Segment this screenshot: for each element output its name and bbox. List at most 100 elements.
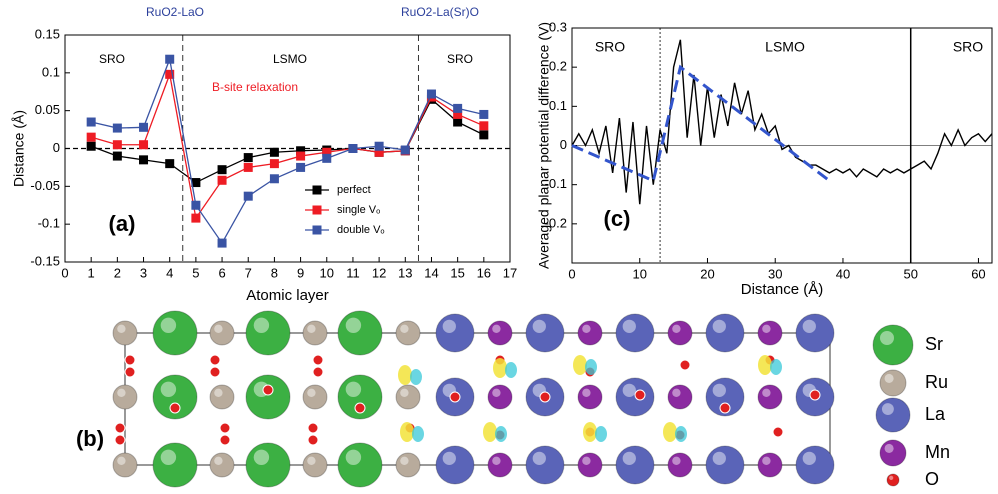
atom [880,440,906,466]
atom [488,453,512,477]
x-tick-label: 10 [633,266,647,281]
oxygen [170,403,180,413]
atom [758,321,782,345]
atom-highlight [803,320,816,333]
x-tick-label: 5 [192,265,199,280]
atom [887,474,899,486]
oxygen [125,367,135,377]
annotation: SRO [99,52,125,66]
annotation: RuO2-LaO [146,5,204,19]
oxygen [540,392,550,402]
legend-label: O [925,469,939,489]
marker [270,148,279,157]
annotation: LSMO [273,52,307,66]
x-tick-label: 1 [88,265,95,280]
atom [246,375,290,419]
y-tick-label: 0 [560,137,567,152]
atom [578,321,602,345]
oxygen [313,355,323,365]
marker [87,142,96,151]
atom [113,453,137,477]
charge-lobe [675,426,687,442]
atom-highlight [400,457,408,465]
y-tick-label: -0.15 [30,253,60,268]
annotation: LSMO [765,39,805,55]
oxygen [210,367,220,377]
marker [139,155,148,164]
atom-highlight [346,318,361,333]
atom-highlight [307,325,315,333]
atom-highlight [117,457,125,465]
marker [270,159,279,168]
atom [876,398,910,432]
y-tick-label: 0.05 [35,102,60,117]
annotation: (a) [109,211,136,236]
y-tick-label: 0.1 [42,64,60,79]
annotation: (c) [604,206,631,231]
marker [296,163,305,172]
atom-highlight [885,374,894,383]
y-axis-label: Distance (Å) [11,110,27,187]
atom [488,321,512,345]
atom-highlight [214,457,222,465]
oxygen [810,390,820,400]
marker [479,121,488,130]
marker [322,154,331,163]
figure: -0.15-0.1-0.0500.050.10.1501234567891011… [0,0,998,494]
atom-highlight [713,452,726,465]
atom [873,325,913,365]
charge-lobe [595,426,607,442]
marker [296,152,305,161]
marker [244,192,253,201]
atom-highlight [214,325,222,333]
atom [396,321,420,345]
x-axis-label: Distance (Å) [741,281,824,298]
atom [526,446,564,484]
atom-highlight [254,450,269,465]
marker [453,104,462,113]
x-tick-label: 14 [424,265,438,280]
annotation: B-site relaxation [212,80,298,94]
y-axis-label: Averaged planar potential difference (V) [536,22,552,269]
atom [210,453,234,477]
atom [303,453,327,477]
oxygen [263,385,273,395]
panel-label: (b) [76,426,104,451]
atom-highlight [400,325,408,333]
atom-highlight [885,444,894,453]
legend-label: Ru [925,372,948,392]
marker [218,165,227,174]
atom-highlight [672,325,680,333]
atom-highlight [623,384,636,397]
atom [436,446,474,484]
x-tick-label: 0 [568,266,575,281]
marker [427,90,436,99]
oxygen [115,435,125,445]
charge-lobe [495,426,507,442]
oxygen [125,355,135,365]
x-tick-label: 7 [245,265,252,280]
atom [246,443,290,487]
atom [526,314,564,352]
atom [668,453,692,477]
series-line [91,74,484,218]
marker [165,159,174,168]
x-tick-label: 20 [700,266,714,281]
oxygen [773,427,783,437]
atom [153,311,197,355]
marker [244,163,253,172]
atom [706,446,744,484]
charge-lobe [493,358,507,378]
atom-highlight [533,320,546,333]
atom [113,385,137,409]
oxygen [115,423,125,433]
marker [139,123,148,132]
x-tick-label: 4 [166,265,173,280]
atom [616,446,654,484]
atom [758,385,782,409]
atom-highlight [161,318,176,333]
atom-highlight [672,389,680,397]
atom [796,446,834,484]
x-tick-label: 17 [503,265,517,280]
charge-lobe [585,359,597,375]
